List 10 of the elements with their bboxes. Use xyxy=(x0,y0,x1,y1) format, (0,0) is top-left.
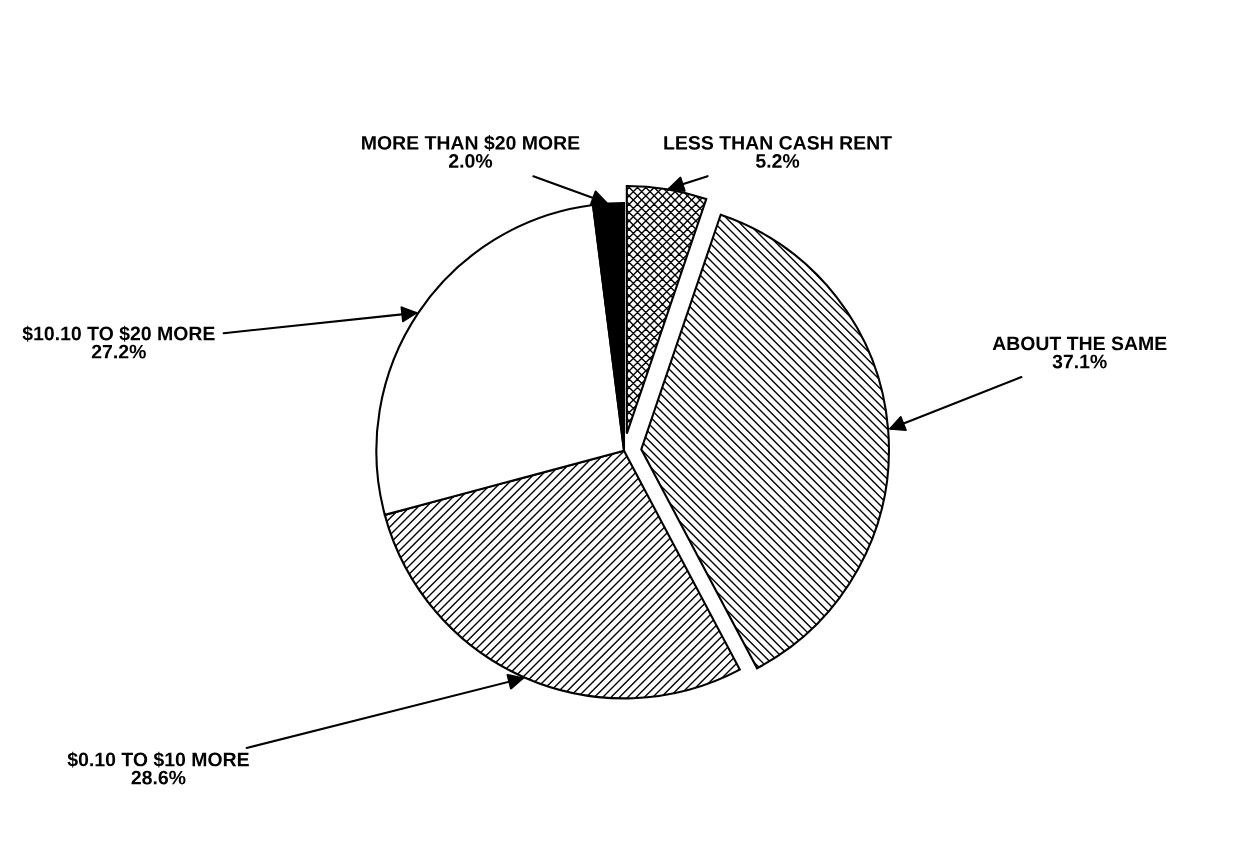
data-label: 2.0% xyxy=(448,154,493,168)
data-label: 5.2% xyxy=(755,154,800,168)
slice-label: MORE THAN $20 MORE xyxy=(362,135,580,151)
data-label: 27.2% xyxy=(91,344,146,359)
data-label: 37.1% xyxy=(1052,354,1107,369)
slice-label: $0.10 TO $10 MORE xyxy=(67,751,249,768)
slice-label: ABOUT THE SAME xyxy=(992,336,1167,351)
slice-label: $10.10 TO $20 MORE xyxy=(22,325,215,342)
slice-label: LESS THAN CASH RENT xyxy=(664,135,892,150)
data-label: 28.6% xyxy=(131,770,186,785)
